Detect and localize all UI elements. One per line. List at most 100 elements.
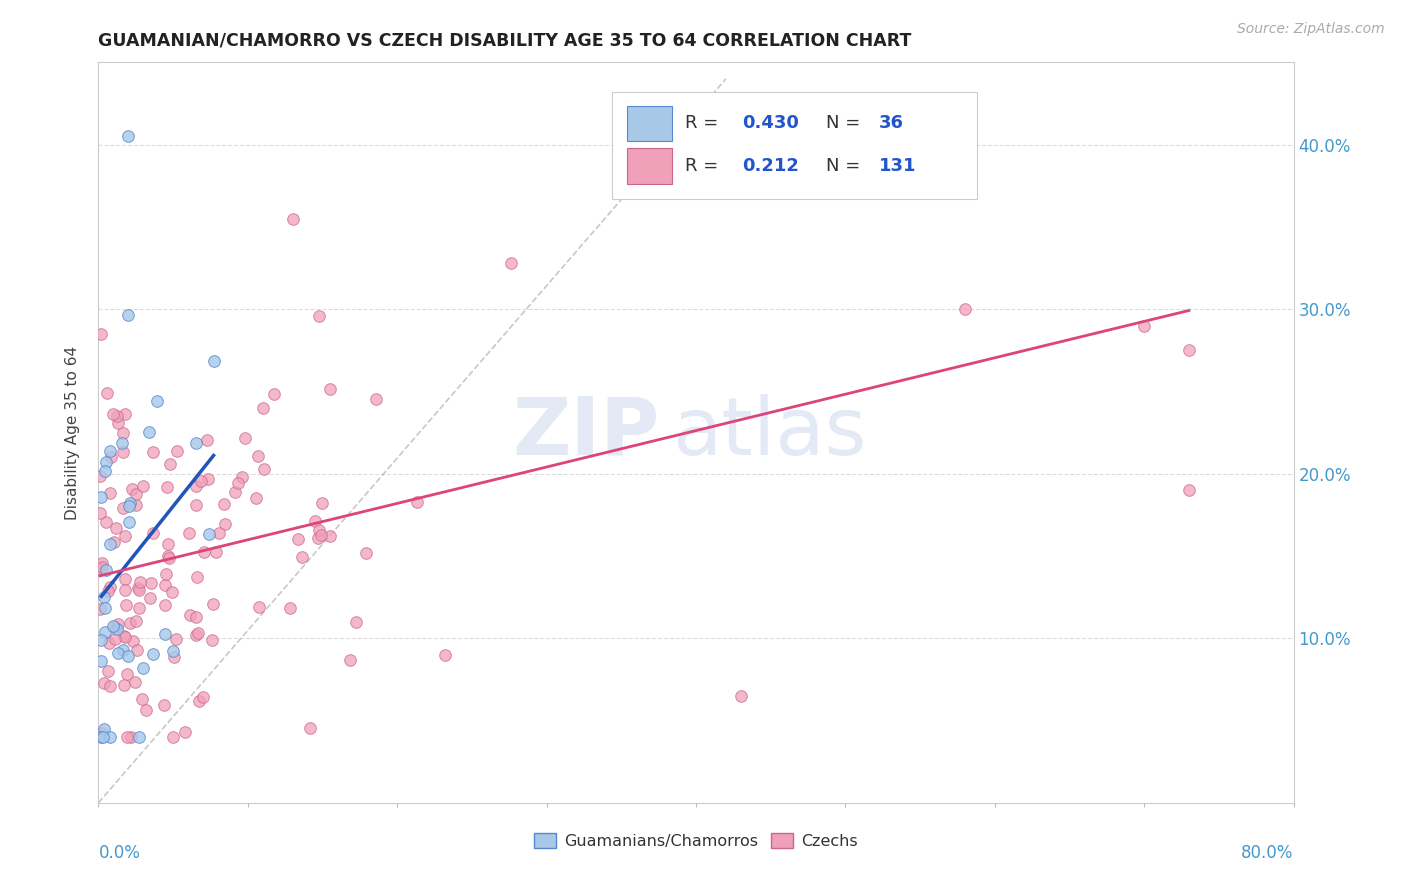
Point <box>112 629 135 643</box>
Point <box>124 498 146 512</box>
Point <box>98 679 121 693</box>
Point <box>153 627 176 641</box>
Point <box>98 486 121 500</box>
FancyBboxPatch shape <box>627 105 672 141</box>
Point <box>90 327 112 342</box>
Text: 36: 36 <box>879 114 904 132</box>
Point <box>165 632 187 646</box>
Point <box>245 491 267 505</box>
Point <box>128 730 150 744</box>
Point <box>138 591 160 605</box>
Point <box>195 433 218 447</box>
Point <box>93 591 115 605</box>
Point <box>197 472 219 486</box>
Point <box>96 385 118 400</box>
Point <box>104 632 127 646</box>
Point <box>278 601 301 615</box>
Point <box>98 444 121 458</box>
Text: 131: 131 <box>879 157 917 175</box>
Point <box>132 661 155 675</box>
Point <box>93 730 115 744</box>
Point <box>97 583 120 598</box>
Point <box>132 479 155 493</box>
Point <box>714 178 737 193</box>
Point <box>135 703 157 717</box>
Point <box>184 609 207 624</box>
Point <box>184 627 207 641</box>
Point <box>120 730 142 744</box>
Point <box>104 521 127 535</box>
Point <box>201 633 224 648</box>
Point <box>366 392 388 407</box>
Point <box>205 544 228 558</box>
Point <box>252 401 274 415</box>
Point <box>212 497 235 511</box>
Point <box>91 556 114 570</box>
Point <box>103 534 125 549</box>
Point <box>90 726 112 740</box>
Point <box>202 354 225 368</box>
Point <box>1178 483 1201 498</box>
Point <box>117 308 139 322</box>
Point <box>834 178 856 193</box>
Point <box>499 256 522 270</box>
Point <box>114 529 136 543</box>
Point <box>142 647 165 661</box>
Point <box>198 527 221 541</box>
Point <box>141 444 163 458</box>
Point <box>94 624 117 639</box>
Point <box>103 619 125 633</box>
Point <box>344 615 367 630</box>
Point <box>177 526 200 541</box>
Text: N =: N = <box>827 114 866 132</box>
Point <box>953 302 976 317</box>
Point <box>127 581 149 595</box>
Point <box>247 449 270 463</box>
Point <box>157 537 180 551</box>
Point <box>153 578 176 592</box>
Point <box>118 496 141 510</box>
Point <box>186 436 208 450</box>
Point <box>114 583 136 598</box>
Point <box>184 498 207 512</box>
Point <box>308 309 330 323</box>
Point <box>98 580 121 594</box>
FancyBboxPatch shape <box>613 92 977 200</box>
Point <box>114 573 136 587</box>
Point <box>214 516 236 531</box>
Point <box>163 650 186 665</box>
Point <box>311 495 333 509</box>
Point <box>128 600 150 615</box>
Point <box>304 514 326 528</box>
Point <box>115 667 138 681</box>
Point <box>107 647 129 661</box>
Point <box>90 654 112 668</box>
Point <box>120 615 142 630</box>
Point <box>201 597 224 611</box>
Point <box>406 494 429 508</box>
Point <box>139 576 162 591</box>
Point <box>89 469 111 483</box>
Point <box>155 566 177 581</box>
Point <box>339 653 361 667</box>
Point <box>111 501 134 516</box>
Point <box>146 393 169 408</box>
Point <box>159 551 181 566</box>
Point <box>159 457 181 471</box>
Point <box>224 485 246 500</box>
Point <box>231 470 253 484</box>
Point <box>128 583 150 598</box>
Point <box>124 675 146 690</box>
Point <box>184 479 207 493</box>
Point <box>226 476 249 491</box>
Point <box>308 523 330 537</box>
Point <box>114 407 136 421</box>
Point <box>101 408 124 422</box>
Point <box>156 549 179 563</box>
Point <box>142 525 165 540</box>
Point <box>117 730 139 744</box>
Point <box>98 536 121 550</box>
Text: ZIP: ZIP <box>513 393 661 472</box>
Point <box>235 431 257 445</box>
Point <box>111 643 134 657</box>
